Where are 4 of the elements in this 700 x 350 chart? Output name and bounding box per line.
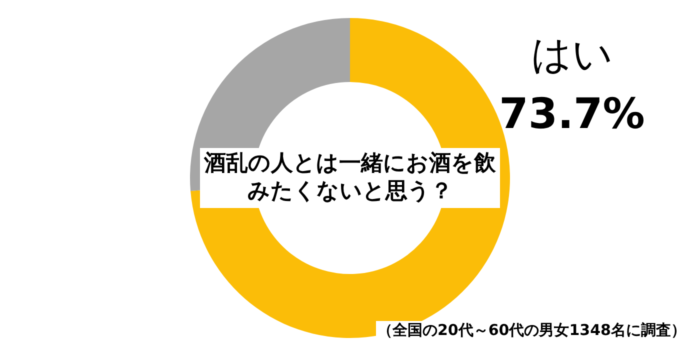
text: （全国の20代～60代の男女1348名に調査） bbox=[376, 321, 688, 340]
slice-label: はい bbox=[531, 32, 613, 78]
text: 酒乱の人とは一緒にお酒を飲みたくないと思う？ bbox=[200, 148, 500, 208]
data-label: 73.7% bbox=[499, 89, 645, 138]
